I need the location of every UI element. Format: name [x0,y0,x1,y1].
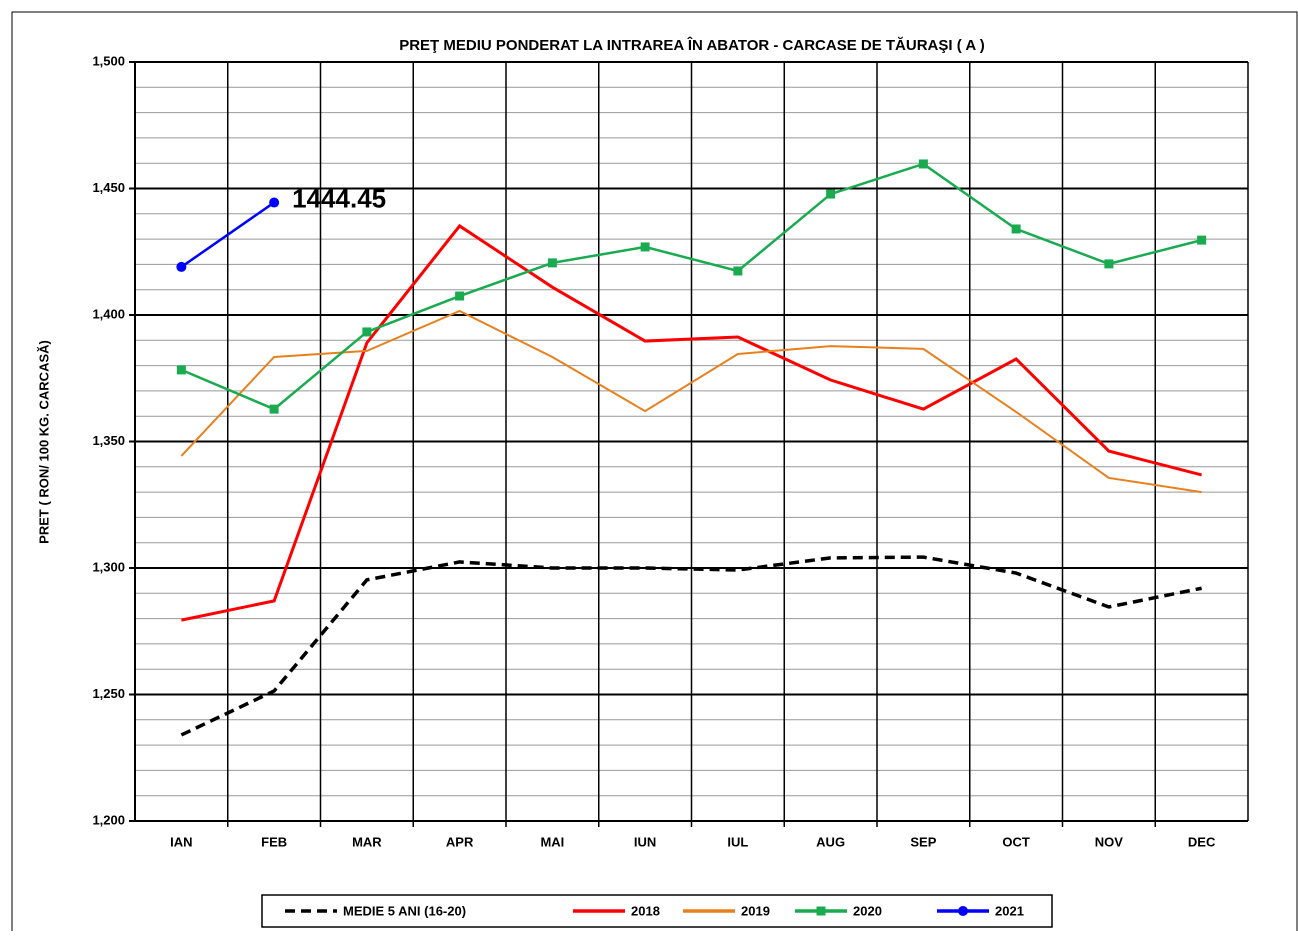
x-tick-label: DEC [1188,834,1216,849]
series-line [180,309,1202,494]
legend-marker [816,906,826,916]
legend-label: 2020 [853,903,882,918]
y-tick-label: 1,200 [92,812,125,827]
legend-label: 2019 [741,903,770,918]
y-tick-label: 1,350 [92,433,125,448]
marker [1011,224,1021,234]
y-tick-label: 1,500 [92,53,125,68]
marker [269,404,279,414]
x-tick-label: NOV [1095,834,1124,849]
marker [918,159,928,169]
legend-box [261,894,1053,928]
x-tick-label: IUN [634,834,656,849]
marker [362,327,372,337]
x-tick-label: MAR [352,834,382,849]
x-tick-label: IAN [170,834,192,849]
marker [455,291,465,301]
marker [547,258,557,268]
x-tick-label: FEB [261,834,287,849]
marker [269,197,280,208]
x-tick-label: APR [446,834,474,849]
marker [826,189,836,199]
legend-label: MEDIE 5 ANI (16-20) [343,903,466,918]
series-line [180,555,1202,737]
chart-frame [11,11,1298,936]
y-tick-label: 1,450 [92,180,125,195]
y-tick-label: 1,250 [92,686,125,701]
marker [176,365,186,375]
marker [1197,235,1207,245]
series-line [180,201,275,268]
series-line [180,162,1202,411]
x-tick-label: SEP [910,834,936,849]
chart-title: PREŢ MEDIU PONDERAT LA INTRAREA ÎN ABATO… [399,36,985,54]
y-tick-label: 1,300 [92,559,125,574]
y-tick-label: 1,400 [92,306,125,321]
legend-label: 2018 [631,903,660,918]
marker [176,261,187,272]
x-tick-label: MAI [540,834,564,849]
x-tick-label: AUG [816,834,845,849]
marker [733,266,743,276]
series-line [181,223,1203,622]
x-tick-label: OCT [1002,834,1030,849]
legend-label: 2021 [995,903,1024,918]
x-tick-label: IUL [727,834,748,849]
data-label: 1444.45 [292,183,386,213]
legend-marker [958,906,968,916]
marker [640,242,650,252]
y-axis-label: PRET ( RON/ 100 KG. CARCASĂ) [36,340,51,544]
marker [1104,259,1114,269]
